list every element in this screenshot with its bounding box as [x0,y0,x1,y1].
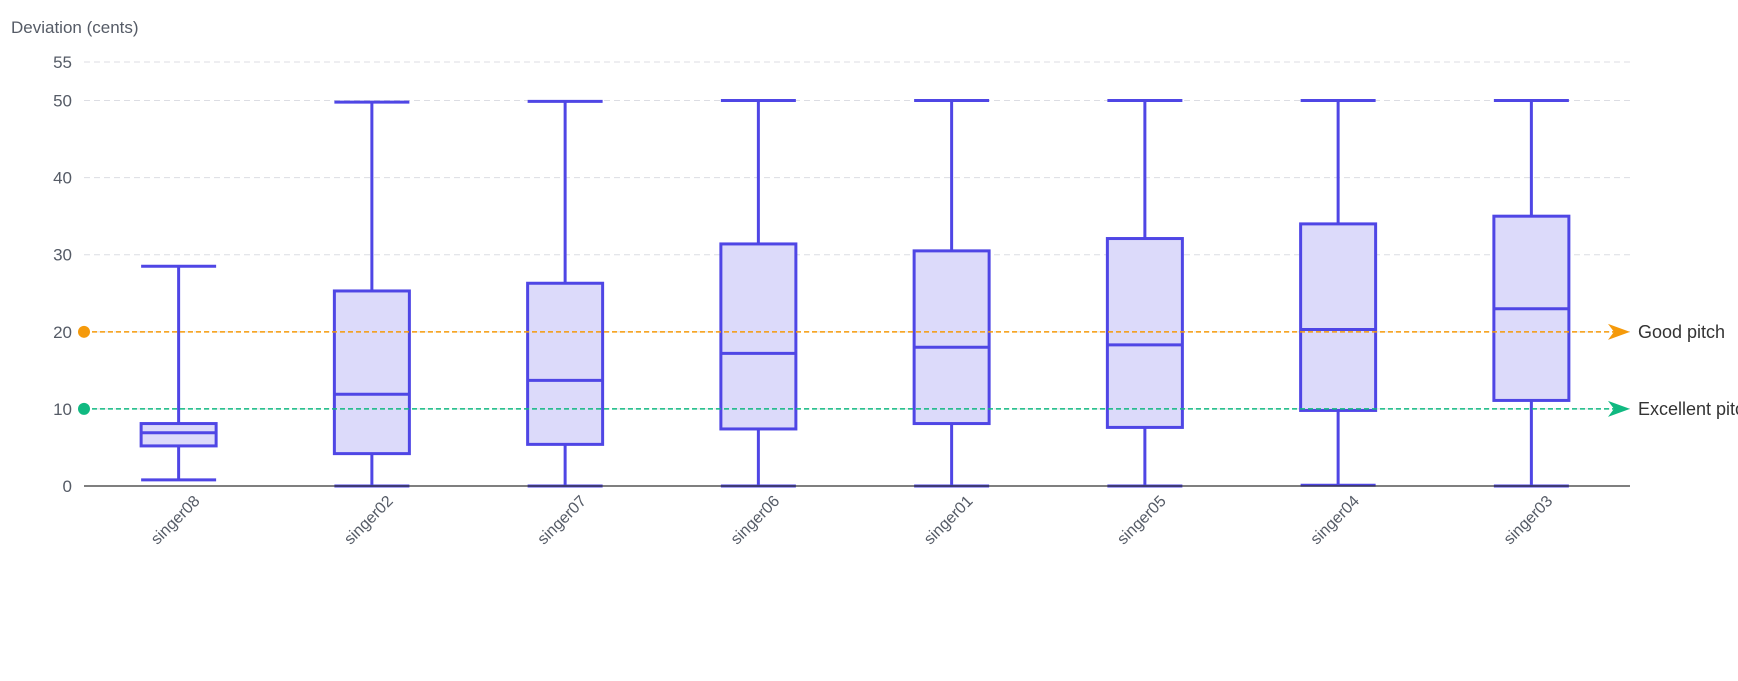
reference-arrow-head [1608,400,1630,417]
box-singer08 [139,264,218,482]
iqr-box [332,289,411,456]
y-axis-ticks: 0 10 20 30 40 50 55 [53,53,72,496]
reference-start-dot [78,325,90,338]
box-singer04 [1299,99,1378,487]
box-singer03 [1492,99,1571,488]
box-singer07 [526,99,605,488]
iqr-box [912,249,991,426]
box-singer01 [912,99,991,488]
x-tick-label: singer06 [728,493,783,548]
x-tick-label: singer01 [921,493,976,548]
box-singer05 [1105,99,1184,488]
reference-start-dot [78,402,90,415]
box-singer02 [332,100,411,488]
iqr-box [719,242,798,431]
x-tick-label: singer08 [148,493,203,548]
y-tick-label: 30 [53,246,72,265]
reference-lines: Good pitch Excellent pitch [78,322,1738,419]
reference-label: Excellent pitch [1638,399,1738,419]
box-series [139,99,1571,488]
x-tick-label: singer05 [1114,493,1169,548]
reference-line: Good pitch [78,322,1725,342]
y-axis-label: Deviation (cents) [11,18,139,37]
x-tick-label: singer02 [341,493,396,548]
box-singer06 [719,99,798,488]
reference-label: Good pitch [1638,322,1725,342]
x-tick-label: singer07 [535,493,590,548]
y-tick-label: 50 [53,92,72,111]
iqr-box [1105,237,1184,429]
y-tick-label: 20 [53,323,72,342]
y-tick-label: 55 [53,53,72,72]
x-axis-ticks: singer08 singer02 singer07 singer06 singer01… [148,493,1556,548]
x-tick-label: singer03 [1501,493,1556,548]
reference-line: Excellent pitch [78,399,1738,419]
y-tick-label: 40 [53,169,72,188]
grid-lines [84,61,1630,410]
iqr-box [139,422,218,448]
iqr-box [526,281,605,446]
iqr-box [1299,222,1378,412]
reference-arrow-head [1608,323,1630,340]
y-tick-label: 0 [63,477,72,496]
y-tick-label: 10 [53,400,72,419]
x-tick-label: singer04 [1308,493,1363,548]
